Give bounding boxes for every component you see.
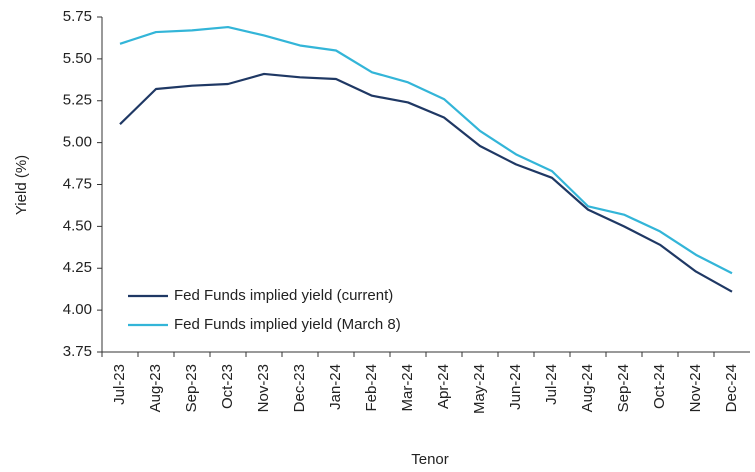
y-tick-label: 5.50 xyxy=(63,50,92,67)
x-tick-label: Aug-24 xyxy=(579,364,596,412)
x-tick-label: Jun-24 xyxy=(507,364,524,410)
x-tick-label: Jul-24 xyxy=(543,364,560,405)
series-line xyxy=(119,72,733,293)
y-tick-label: 3.75 xyxy=(63,343,92,360)
y-tick-label: 5.25 xyxy=(63,92,92,109)
x-tick-label: May-24 xyxy=(471,364,488,414)
legend-label: Fed Funds implied yield (March 8) xyxy=(174,316,401,333)
x-tick-label: Sep-24 xyxy=(615,364,632,412)
x-tick-label: Dec-24 xyxy=(723,364,740,412)
y-tick-label: 4.75 xyxy=(63,175,92,192)
x-tick-label: Nov-23 xyxy=(255,364,272,412)
x-tick-label: Mar-24 xyxy=(399,364,416,412)
y-tick-label: 4.50 xyxy=(63,217,92,234)
x-tick-label: Nov-24 xyxy=(687,364,704,412)
x-tick-label: Apr-24 xyxy=(435,364,452,409)
y-tick-label: 5.75 xyxy=(63,8,92,25)
x-tick-label: Jan-24 xyxy=(327,364,344,410)
series-line xyxy=(119,25,733,275)
x-tick-label: Dec-23 xyxy=(291,364,308,412)
x-tick-label: Oct-24 xyxy=(651,364,668,409)
x-tick-label: Sep-23 xyxy=(183,364,200,412)
x-tick-label: Feb-24 xyxy=(363,364,380,412)
y-tick-label: 4.25 xyxy=(63,259,92,276)
x-tick-label: Aug-23 xyxy=(147,364,164,412)
y-tick-label: 4.00 xyxy=(63,301,92,318)
x-tick-label: Oct-23 xyxy=(219,364,236,409)
y-axis-label: Yield (%) xyxy=(13,155,30,215)
legend-label: Fed Funds implied yield (current) xyxy=(174,287,393,304)
y-tick-label: 5.00 xyxy=(63,134,92,151)
x-tick-label: Jul-23 xyxy=(111,364,128,405)
x-axis-label: Tenor xyxy=(411,451,449,468)
